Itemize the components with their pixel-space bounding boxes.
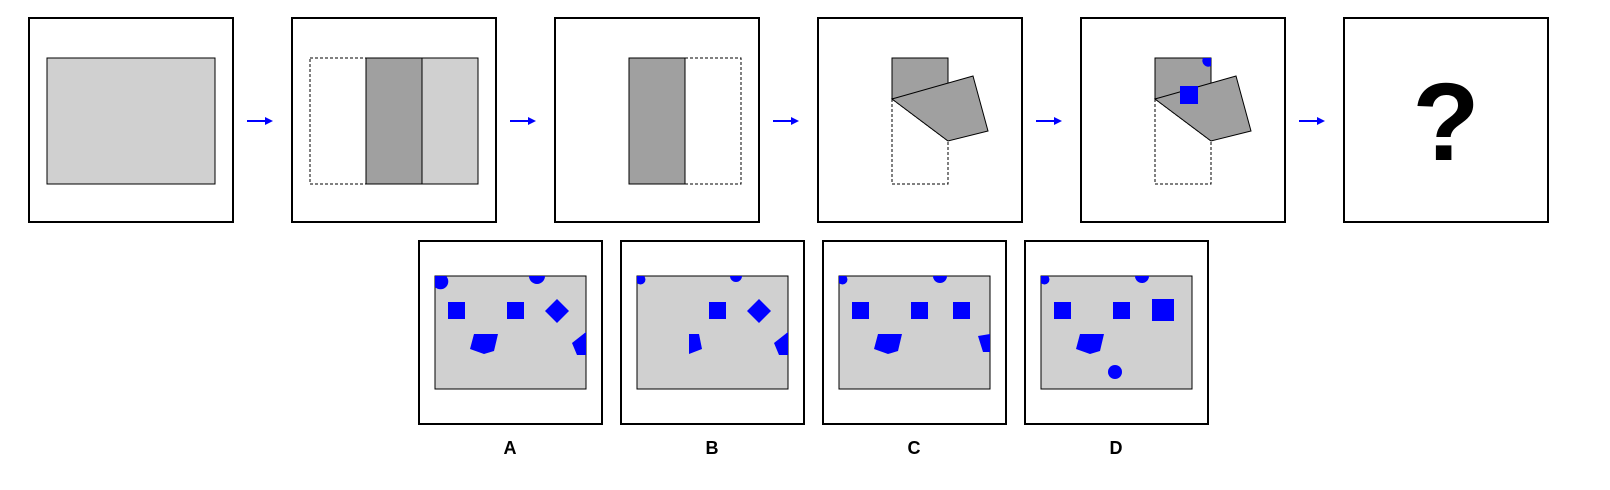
large-square-hole (1152, 299, 1174, 321)
option-label: A (504, 438, 517, 458)
folded-flap (1153, 75, 1252, 142)
step-1-panel (28, 17, 234, 223)
arrow-5 (1299, 117, 1325, 125)
step-3-panel (554, 17, 760, 223)
option-b[interactable]: B (620, 240, 805, 458)
edge-hole (529, 276, 545, 284)
square-hole (709, 302, 726, 319)
folded-flap (628, 57, 686, 185)
square-hole (1054, 302, 1071, 319)
edge-hole (1135, 276, 1149, 283)
square-hole (507, 302, 524, 319)
option-a[interactable]: A (418, 240, 603, 458)
edge-fragment-hole (774, 332, 788, 355)
question-mark: ? (1412, 61, 1479, 184)
arrow-4 (1036, 117, 1062, 125)
paper-sheet (421, 57, 479, 185)
folded-flap (890, 75, 989, 142)
unfolded-sheet (838, 275, 991, 390)
panel-frame (1343, 17, 1549, 223)
arrow-3 (773, 117, 799, 125)
step-4-panel (817, 17, 1023, 223)
fold-outline (684, 57, 742, 185)
edge-hole (933, 276, 947, 283)
edge-fragment-hole (978, 334, 990, 352)
option-c[interactable]: C (822, 240, 1007, 458)
unfolded-sheet (636, 275, 789, 390)
pentagon-half-hole (689, 334, 702, 354)
option-label: B (706, 438, 719, 458)
circle-hole (1108, 365, 1122, 379)
square-hole (911, 302, 928, 319)
option-d[interactable]: D (1024, 240, 1209, 458)
option-label: D (1110, 438, 1123, 458)
square-hole (1180, 86, 1198, 104)
corner-hole (435, 276, 449, 290)
corner-hole (1041, 276, 1050, 285)
square-hole (1113, 302, 1130, 319)
fold-outline (309, 57, 367, 185)
paper-sheet (46, 57, 216, 185)
step-5-panel (1080, 17, 1286, 223)
square-hole (448, 302, 465, 319)
pentagon-hole (874, 334, 902, 354)
step-2-panel (291, 17, 497, 223)
diamond-hole (747, 299, 771, 323)
pentagon-hole (470, 334, 498, 354)
unfolded-sheet (434, 275, 587, 390)
square-hole (953, 302, 970, 319)
corner-hole (839, 276, 848, 285)
arrow-2 (510, 117, 536, 125)
edge-hole (730, 276, 742, 282)
pentagon-hole (1076, 334, 1104, 354)
option-label: C (908, 438, 921, 458)
square-hole (852, 302, 869, 319)
question-panel: ? (1343, 17, 1549, 223)
corner-hole (637, 276, 646, 285)
half-circle-hole (1202, 58, 1211, 67)
arrow-1 (247, 117, 273, 125)
folded-flap (365, 57, 423, 185)
diamond-hole (545, 299, 569, 323)
edge-fragment-hole (572, 332, 586, 355)
